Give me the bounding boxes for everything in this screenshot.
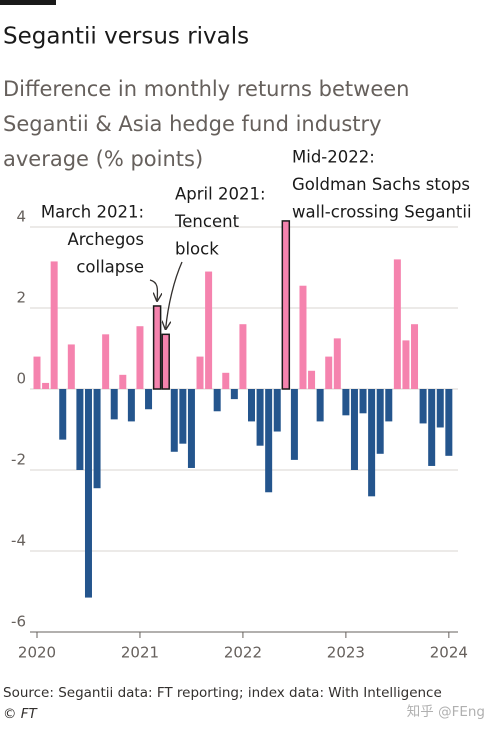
chart-title: Segantii versus rivals	[3, 24, 249, 50]
bar	[325, 356, 333, 389]
y-tick-label: 4	[16, 208, 26, 226]
bar	[196, 356, 204, 389]
bar	[67, 344, 75, 389]
bar	[84, 389, 92, 598]
x-tick-label: 2021	[121, 644, 159, 662]
annotation: Archegos	[67, 230, 144, 249]
bar	[93, 389, 101, 489]
bar	[187, 389, 195, 468]
bar	[136, 326, 144, 389]
bar	[102, 334, 110, 389]
bar	[230, 389, 238, 400]
bar	[248, 389, 255, 422]
bar	[333, 338, 341, 389]
bar	[222, 372, 230, 389]
bar	[445, 389, 453, 456]
watermark: 知乎 @FEng	[407, 703, 485, 720]
annotation: Mid-2022:	[292, 148, 375, 167]
bar	[170, 389, 178, 452]
annotation: collapse	[76, 258, 144, 277]
bar	[205, 271, 213, 389]
bar	[436, 389, 444, 428]
subtitle: average (% points)	[3, 147, 203, 171]
bar	[368, 389, 376, 497]
annotation: Tencent	[174, 212, 240, 231]
bar	[299, 285, 307, 389]
bar	[127, 389, 135, 422]
y-tick-label: 2	[16, 289, 26, 307]
y-tick-label: -4	[11, 532, 26, 550]
bar	[50, 261, 58, 389]
bar	[419, 389, 427, 424]
bar	[76, 389, 84, 470]
bar	[145, 389, 153, 410]
annotation-arrow	[149, 279, 158, 300]
subtitle: Segantii & Asia hedge fund industry	[3, 112, 382, 136]
bar	[281, 220, 291, 390]
bar	[411, 324, 419, 389]
bar	[273, 389, 281, 432]
x-tick-label: 2020	[18, 644, 56, 662]
bar	[42, 382, 50, 389]
x-tick-label: 2023	[327, 644, 365, 662]
bar	[161, 333, 170, 390]
bar	[110, 389, 118, 420]
bar	[428, 389, 436, 466]
y-tick-label: 0	[16, 370, 26, 388]
source: Source: Segantii data: FT reporting; ind…	[3, 685, 442, 701]
bar	[59, 389, 67, 440]
bar	[402, 340, 410, 389]
bar	[393, 259, 401, 389]
annotation: Goldman Sachs stops	[292, 175, 470, 194]
bar	[213, 389, 221, 412]
bar	[350, 389, 358, 470]
y-tick-label: -2	[11, 451, 26, 469]
bar	[290, 389, 298, 460]
bar	[265, 389, 273, 493]
bar	[385, 389, 393, 422]
bar	[342, 389, 350, 416]
bar	[239, 324, 247, 389]
bar	[256, 389, 264, 446]
annotation: April 2021:	[175, 185, 266, 204]
x-tick-label: 2024	[430, 644, 468, 662]
bar	[119, 374, 127, 389]
brand-bar	[0, 0, 56, 5]
bar	[308, 370, 316, 389]
x-tick-label: 2022	[224, 644, 262, 662]
annotation: wall-crossing Segantii	[292, 203, 472, 222]
bar	[376, 389, 384, 454]
bar	[152, 305, 162, 390]
annotation-arrow	[166, 261, 183, 328]
y-tick-label: -6	[11, 613, 26, 631]
annotation: block	[175, 240, 219, 259]
bar	[316, 389, 324, 422]
bar	[179, 389, 187, 444]
annotation: March 2021:	[41, 203, 144, 222]
bar	[359, 389, 367, 414]
credit: © FT	[3, 706, 39, 722]
bar	[33, 356, 41, 389]
subtitle: Difference in monthly returns between	[3, 77, 410, 101]
